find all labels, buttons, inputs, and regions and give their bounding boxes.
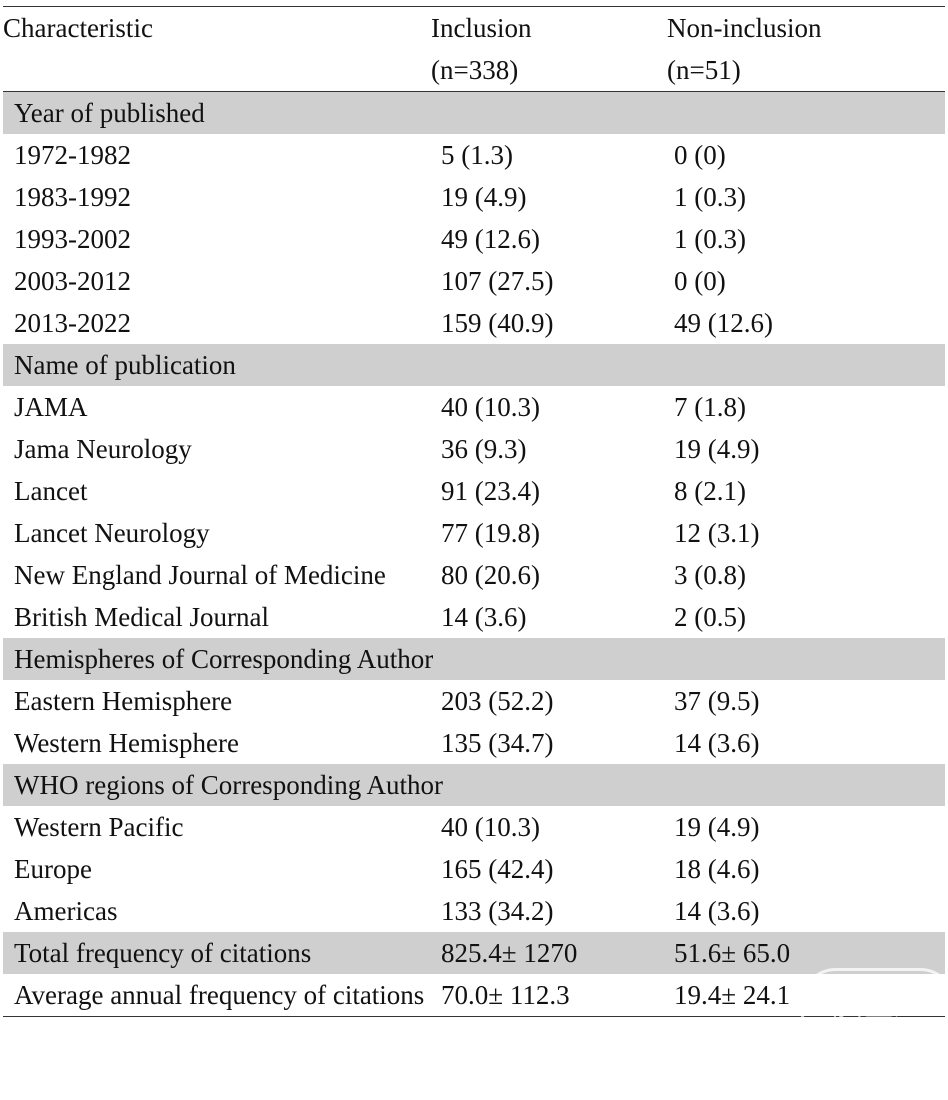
table-row: JAMA 40 (10.3) 7 (1.8): [3, 386, 945, 428]
inclusion-value: 49 (12.6): [441, 224, 540, 254]
header-characteristic: Characteristic: [3, 6, 431, 92]
section-title: Hemispheres of Corresponding Author: [3, 638, 945, 680]
non-inclusion-value: 14 (3.6): [674, 896, 760, 926]
row-label: New England Journal of Medicine: [14, 560, 386, 590]
inclusion-value: 159 (40.9): [441, 308, 554, 338]
table-row: 1983-1992 19 (4.9) 1 (0.3): [3, 176, 945, 218]
inclusion-value: 135 (34.7): [441, 728, 554, 758]
citation-characteristics-table: Characteristic Inclusion (n=338) Non-inc…: [3, 6, 945, 1017]
non-inclusion-value: 2 (0.5): [674, 602, 746, 632]
non-inclusion-value: 49 (12.6): [674, 308, 773, 338]
inclusion-value: 5 (1.3): [441, 140, 513, 170]
table-row: Western Pacific 40 (10.3) 19 (4.9): [3, 806, 945, 848]
inclusion-value: 19 (4.9): [441, 182, 527, 212]
table-row: Lancet 91 (23.4) 8 (2.1): [3, 470, 945, 512]
inclusion-value: 40 (10.3): [441, 392, 540, 422]
non-inclusion-value: 7 (1.8): [674, 392, 746, 422]
section-header-row: Name of publication: [3, 344, 945, 386]
section-title: WHO regions of Corresponding Author: [3, 764, 945, 806]
table-row: Jama Neurology 36 (9.3) 19 (4.9): [3, 428, 945, 470]
inclusion-value: 36 (9.3): [441, 434, 527, 464]
table-row: 1972-1982 5 (1.3) 0 (0): [3, 134, 945, 176]
non-inclusion-value: 19 (4.9): [674, 434, 760, 464]
section-title: Name of publication: [3, 344, 945, 386]
section-header-row: Year of published: [3, 91, 945, 134]
row-label: 2013-2022: [14, 308, 131, 338]
non-inclusion-value: 0 (0): [674, 140, 726, 170]
inclusion-value: 40 (10.3): [441, 812, 540, 842]
row-label: British Medical Journal: [14, 602, 269, 632]
table-row: Eastern Hemisphere 203 (52.2) 37 (9.5): [3, 680, 945, 722]
row-label: Western Pacific: [14, 812, 184, 842]
summary-non-inclusion-value: 19.4± 24.1: [667, 974, 945, 1017]
row-label: 1993-2002: [14, 224, 131, 254]
row-label: Lancet: [14, 476, 88, 506]
row-label: Eastern Hemisphere: [14, 686, 233, 716]
inclusion-value: 203 (52.2): [441, 686, 554, 716]
non-inclusion-value: 14 (3.6): [674, 728, 760, 758]
non-inclusion-value: 8 (2.1): [674, 476, 746, 506]
row-label: 1983-1992: [14, 182, 131, 212]
inclusion-value: 77 (19.8): [441, 518, 540, 548]
table-row: New England Journal of Medicine 80 (20.6)…: [3, 554, 945, 596]
summary-row: Average annual frequency of citations 70.…: [3, 974, 945, 1017]
table-row: 2013-2022 159 (40.9) 49 (12.6): [3, 302, 945, 344]
summary-non-inclusion-value: 51.6± 65.0: [667, 932, 945, 974]
table-row: Americas 133 (34.2) 14 (3.6): [3, 890, 945, 932]
summary-inclusion-value: 825.4± 1270: [431, 932, 667, 974]
citation-characteristics-table-wrap: Characteristic Inclusion (n=338) Non-inc…: [3, 6, 945, 1017]
non-inclusion-value: 0 (0): [674, 266, 726, 296]
table-row: Western Hemisphere 135 (34.7) 14 (3.6): [3, 722, 945, 764]
section-title: Year of published: [3, 91, 945, 134]
non-inclusion-value: 1 (0.3): [674, 224, 746, 254]
inclusion-value: 165 (42.4): [441, 854, 554, 884]
table-row: 1993-2002 49 (12.6) 1 (0.3): [3, 218, 945, 260]
inclusion-value: 14 (3.6): [441, 602, 527, 632]
summary-label: Total frequency of citations: [3, 932, 431, 974]
section-header-row: WHO regions of Corresponding Author: [3, 764, 945, 806]
summary-inclusion-value: 70.0± 112.3: [431, 974, 667, 1017]
row-label: 2003-2012: [14, 266, 131, 296]
non-inclusion-value: 18 (4.6): [674, 854, 760, 884]
inclusion-value: 133 (34.2): [441, 896, 554, 926]
row-label: 1972-1982: [14, 140, 131, 170]
inclusion-value: 80 (20.6): [441, 560, 540, 590]
table-row: Europe 165 (42.4) 18 (4.6): [3, 848, 945, 890]
table-body: Year of published 1972-1982 5 (1.3) 0 (0) 19…: [3, 91, 945, 1017]
header-inclusion: Inclusion (n=338): [431, 6, 667, 92]
section-header-row: Hemispheres of Corresponding Author: [3, 638, 945, 680]
summary-row: Total frequency of citations 825.4± 1270 5…: [3, 932, 945, 974]
non-inclusion-value: 19 (4.9): [674, 812, 760, 842]
table-row: 2003-2012 107 (27.5) 0 (0): [3, 260, 945, 302]
row-label: Western Hemisphere: [14, 728, 239, 758]
table-row: British Medical Journal 14 (3.6) 2 (0.5): [3, 596, 945, 638]
non-inclusion-value: 3 (0.8): [674, 560, 746, 590]
inclusion-value: 107 (27.5): [441, 266, 554, 296]
non-inclusion-value: 1 (0.3): [674, 182, 746, 212]
row-label: Americas: [14, 896, 118, 926]
non-inclusion-value: 37 (9.5): [674, 686, 760, 716]
row-label: JAMA: [14, 392, 88, 422]
row-label: Europe: [14, 854, 92, 884]
inclusion-value: 91 (23.4): [441, 476, 540, 506]
header-non-inclusion: Non-inclusion (n=51): [667, 6, 945, 92]
non-inclusion-value: 12 (3.1): [674, 518, 760, 548]
row-label: Lancet Neurology: [14, 518, 210, 548]
table-header-row: Characteristic Inclusion (n=338) Non-inc…: [3, 6, 945, 92]
summary-label: Average annual frequency of citations: [3, 974, 431, 1017]
table-row: Lancet Neurology 77 (19.8) 12 (3.1): [3, 512, 945, 554]
row-label: Jama Neurology: [14, 434, 192, 464]
